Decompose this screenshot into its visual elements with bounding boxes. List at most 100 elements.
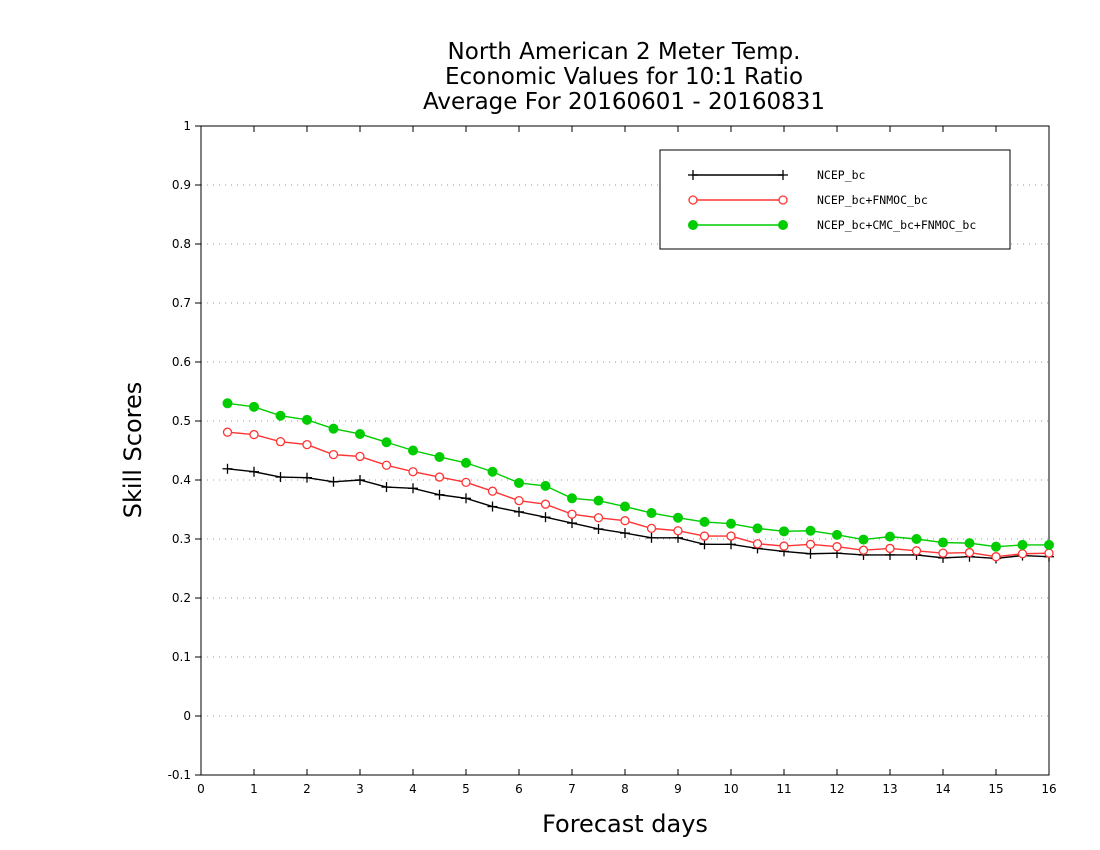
data-point <box>567 518 577 529</box>
x-tick-label: 14 <box>935 782 950 796</box>
legend-label: NCEP_bc+CMC_bc+FNMOC_bc <box>817 218 976 232</box>
title-line-2: Economic Values for 10:1 Ratio <box>445 64 803 90</box>
y-tick-label: 0.6 <box>172 355 191 369</box>
x-tick-label: 15 <box>988 782 1003 796</box>
data-point <box>434 472 445 482</box>
data-point <box>540 512 551 523</box>
data-point <box>461 457 471 468</box>
data-point <box>858 545 869 555</box>
data-point <box>355 451 365 462</box>
data-point <box>673 526 683 536</box>
x-tick-label: 9 <box>674 782 682 796</box>
legend-entry: NCEP_bc+FNMOC_bc <box>688 193 928 207</box>
data-point <box>778 195 788 205</box>
data-point <box>646 523 657 534</box>
chart-title: North American 2 Meter Temp. Economic Va… <box>423 39 825 115</box>
data-point <box>646 508 657 519</box>
data-point <box>726 518 736 529</box>
data-point <box>673 512 683 523</box>
x-tick-label: 0 <box>197 782 205 796</box>
data-point <box>752 539 763 549</box>
x-axis-title: Forecast days <box>542 810 708 838</box>
data-point <box>275 472 286 483</box>
data-point <box>487 466 498 477</box>
data-point <box>487 501 498 512</box>
data-point <box>752 523 763 534</box>
data-point <box>1044 548 1054 558</box>
y-axis-ticks: -0.1 0 0.1 0.2 0.3 0.4 0.5 0.6 0.7 0.8 0.9 1 <box>168 119 201 782</box>
data-point <box>328 476 339 487</box>
x-tick-label: 8 <box>621 782 629 796</box>
data-point <box>567 509 577 519</box>
data-point <box>778 170 788 180</box>
data-point <box>885 531 895 542</box>
data-point <box>328 449 339 460</box>
data-point <box>593 523 604 534</box>
data-point <box>1017 539 1028 550</box>
data-point <box>688 170 698 180</box>
y-tick-label: 0.3 <box>172 532 191 546</box>
x-tick-label: 13 <box>882 782 897 796</box>
y-tick-label: 0.7 <box>172 296 191 310</box>
y-tick-label: 0.2 <box>172 591 191 605</box>
data-point <box>688 220 698 230</box>
data-point <box>275 410 286 421</box>
data-point <box>355 475 365 485</box>
data-point <box>646 532 657 543</box>
data-point <box>249 429 259 440</box>
data-point <box>991 541 1001 552</box>
x-tick-label: 2 <box>303 782 311 796</box>
data-point <box>302 472 312 483</box>
legend-entry: NCEP_bc+CMC_bc+FNMOC_bc <box>688 218 976 232</box>
data-point <box>991 552 1001 562</box>
data-point <box>1044 539 1054 550</box>
data-point <box>222 398 233 409</box>
data-point <box>355 428 365 439</box>
data-point <box>302 414 312 425</box>
data-point <box>461 493 471 504</box>
data-point <box>832 529 842 540</box>
title-line-1: North American 2 Meter Temp. <box>448 39 801 65</box>
data-point <box>858 534 869 545</box>
data-point <box>699 539 710 550</box>
y-tick-label: 0.9 <box>172 178 191 192</box>
data-point <box>514 477 524 488</box>
data-point <box>514 506 524 517</box>
data-point <box>593 513 604 523</box>
data-point <box>779 526 789 537</box>
y-tick-label: 0 <box>183 709 191 723</box>
series-3 <box>222 398 1054 552</box>
series-2 <box>222 427 1054 562</box>
data-point <box>805 548 816 559</box>
x-tick-label: 12 <box>829 782 844 796</box>
y-tick-label: 1 <box>183 119 191 133</box>
data-point <box>222 427 233 437</box>
data-point <box>434 489 445 500</box>
data-point <box>540 480 551 491</box>
y-axis-title: Skill Scores <box>119 382 147 519</box>
legend-items: NCEP_bc NCEP_bc+FNMOC_bc NCEP_bc+CMC_bc+FN… <box>688 168 976 232</box>
x-tick-label: 3 <box>356 782 364 796</box>
data-point <box>805 525 816 536</box>
data-point <box>620 501 630 512</box>
y-tick-label: 0.8 <box>172 237 191 251</box>
data-point <box>461 477 471 488</box>
series-1 <box>222 463 1054 564</box>
x-tick-label: 6 <box>515 782 523 796</box>
x-tick-label: 11 <box>776 782 791 796</box>
data-point <box>688 195 698 205</box>
legend-entry: NCEP_bc <box>688 168 865 182</box>
series-lines <box>222 398 1054 564</box>
data-point <box>302 439 312 450</box>
data-point <box>1017 549 1028 559</box>
legend-label: NCEP_bc+FNMOC_bc <box>817 193 928 207</box>
data-point <box>938 548 948 558</box>
data-point <box>964 547 975 558</box>
data-point <box>938 537 948 548</box>
legend: NCEP_bc NCEP_bc+FNMOC_bc NCEP_bc+CMC_bc+FN… <box>659 149 1011 250</box>
data-point <box>540 499 551 509</box>
data-point <box>593 495 604 506</box>
data-point <box>408 467 418 477</box>
data-point <box>964 538 975 549</box>
